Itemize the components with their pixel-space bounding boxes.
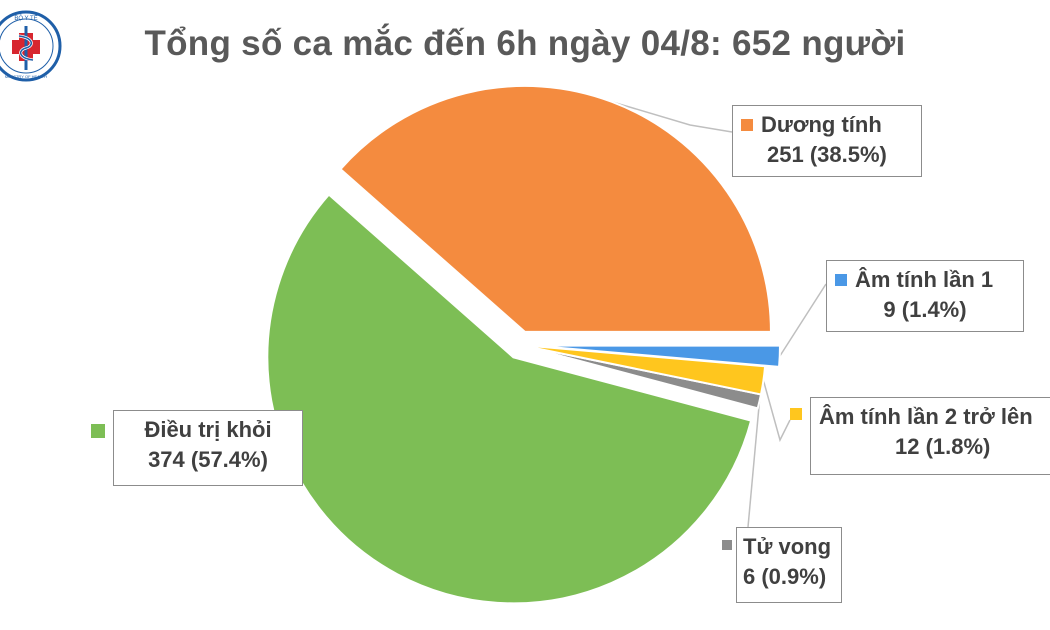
label-am-tinh-1-value: 9 (1.4%): [883, 297, 967, 322]
pie-slice-am1: [533, 344, 781, 368]
label-duong-tinh-name: Dương tính: [761, 112, 882, 137]
swatch-tu-vong: [722, 540, 732, 550]
chart-title: Tổng số ca mắc đến 6h ngày 04/8: 652 ngư…: [144, 24, 906, 63]
swatch-dieu-tri-khoi: [91, 424, 105, 438]
leader-line-duong: [611, 101, 733, 133]
swatch-am-tinh-2: [790, 408, 802, 420]
label-am-tinh-1-name: Âm tính lần 1: [855, 267, 994, 292]
leader-line-am2: [762, 380, 791, 443]
label-duong-tinh-value: 251 (38.5%): [767, 142, 887, 167]
label-tu-vong-name: Tử vong: [743, 534, 832, 559]
logo-subtext: MINISTRY OF HEALTH: [5, 74, 47, 79]
pie-slice-duong: [339, 84, 772, 333]
label-dieu-tri-khoi: Điều trị khỏi 374 (57.4%): [113, 410, 303, 486]
label-dieu-tri-khoi-value: 374 (57.4%): [148, 447, 268, 472]
label-am-tinh-2-value: 12 (1.8%): [895, 434, 991, 459]
pie-slices: [266, 84, 781, 605]
pie-slice-dieutri: [266, 193, 753, 605]
swatch-duong-tinh: [741, 119, 753, 131]
ministry-logo-icon: BỘ Y TẾ MINISTRY OF HEALTH: [0, 10, 62, 82]
label-am-tinh-1: Âm tính lần 1 9 (1.4%): [826, 260, 1024, 332]
logo-text: BỘ Y TẾ: [14, 15, 37, 22]
label-dieu-tri-khoi-name: Điều trị khỏi: [144, 417, 272, 442]
label-am-tinh-2-name: Âm tính lần 2 trở lên: [819, 404, 1033, 429]
label-tu-vong: Tử vong 6 (0.9%): [736, 527, 842, 603]
leader-line-am1: [779, 283, 827, 357]
label-am-tinh-2: Âm tính lần 2 trở lên 12 (1.8%): [810, 397, 1050, 475]
leader-line-tuvong: [747, 401, 761, 528]
swatch-am-tinh-1: [835, 274, 847, 286]
label-tu-vong-value: 6 (0.9%): [743, 564, 827, 589]
leader-lines: [611, 101, 827, 528]
label-duong-tinh: Dương tính 251 (38.5%): [732, 105, 922, 177]
